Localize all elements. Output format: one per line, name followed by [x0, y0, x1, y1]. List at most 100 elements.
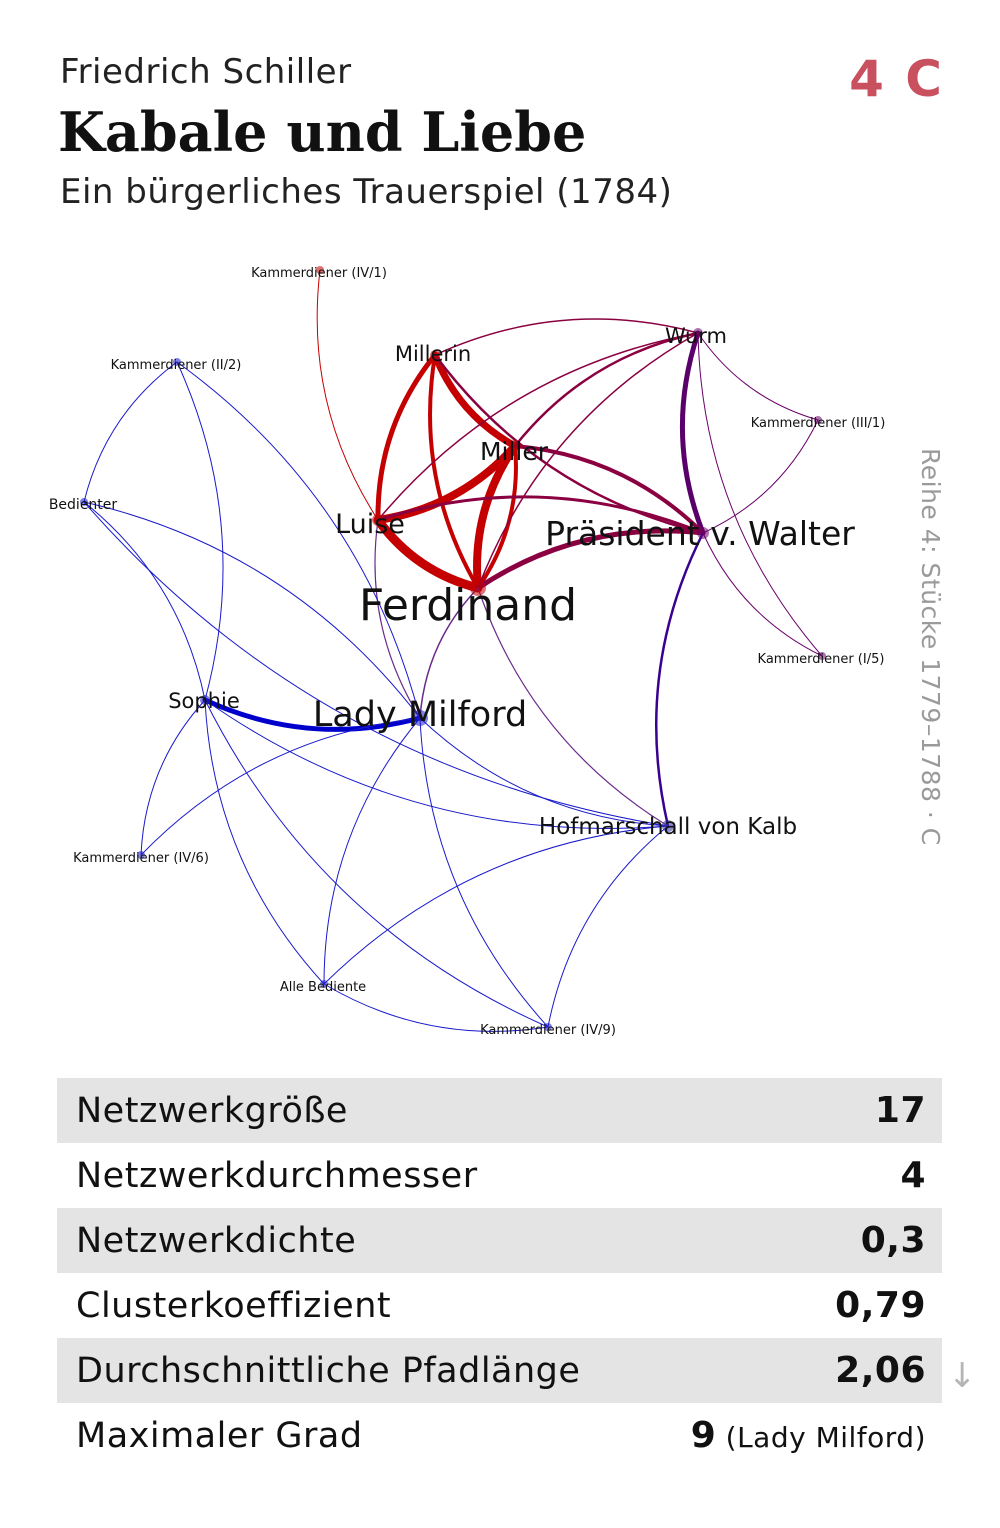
node-k_iv9 — [544, 1023, 552, 1031]
stat-extra: (Lady Milford) — [716, 1421, 926, 1454]
node-label-sophie: Sophie — [168, 689, 240, 713]
node-miller — [509, 440, 521, 452]
edge-luise-milford — [374, 519, 421, 719]
play-title: Kabale und Liebe — [58, 100, 587, 164]
edge-praesident-k_i5 — [702, 532, 823, 657]
edge-praesident-miller — [513, 444, 705, 535]
node-label-k_i5: Kammerdiener (I/5) — [758, 652, 885, 667]
edge-sophie-milford — [202, 697, 423, 732]
edge-wurm-millerin — [434, 318, 699, 356]
node-label-alle: Alle Bediente — [280, 980, 366, 995]
edge-milford-alle — [323, 717, 421, 985]
stat-label: Netzwerkdurchmesser — [76, 1155, 478, 1196]
stat-value: 17 — [874, 1090, 926, 1131]
stat-value: 0,3 — [860, 1220, 926, 1261]
edge-k_ii2-bedienter — [83, 361, 178, 503]
edge-sophie-k_ii2 — [176, 361, 224, 701]
node-wurm — [693, 328, 703, 338]
edge-sophie-k_iv6 — [140, 699, 206, 856]
node-kalb — [662, 820, 674, 832]
node-alle — [320, 980, 328, 988]
node-luise — [372, 514, 384, 526]
arrow-down-icon[interactable]: ↓ — [948, 1356, 977, 1396]
play-subtitle: Ein bürgerliches Trauerspiel (1784) — [60, 172, 673, 212]
node-label-ferdinand: Ferdinand — [359, 580, 577, 631]
edge-wurm-miller — [513, 331, 700, 448]
stat-value: 2,06 — [835, 1350, 926, 1391]
stat-label: Netzwerkdichte — [76, 1220, 357, 1261]
edge-sophie-kalb — [204, 699, 669, 829]
network-labels: Ferdinand Luise Miller Millerin Präsident v.… — [49, 266, 885, 1038]
edge-kalb-alle — [323, 825, 669, 985]
edge-ferdinand-milford — [419, 587, 479, 719]
node-label-praesident: Präsident v. Walter — [545, 514, 855, 553]
edge-millerin-luise — [375, 352, 438, 523]
edge-bedienter-kalb — [83, 501, 669, 827]
edge-millerin-praesident — [433, 353, 705, 535]
node-label-wurm: Wurm — [665, 324, 727, 348]
edge-milford-k_iv9 — [419, 717, 549, 1028]
edge-millerin-ferdinand — [428, 353, 480, 590]
edge-ferdinand-kalb — [477, 587, 669, 827]
edge-wurm-k_i5 — [697, 332, 823, 657]
edge-wurm-luise — [377, 332, 699, 521]
node-label-k_iv9: Kammerdiener (IV/9) — [480, 1023, 616, 1038]
network-edges — [83, 269, 823, 1032]
edge-wurm-k_iii1 — [697, 332, 819, 421]
edge-praesident-luise — [376, 495, 705, 535]
node-label-kalb: Hofmarschall von Kalb — [539, 814, 797, 840]
edge-k_iv1-luise — [316, 269, 379, 521]
edge-kalb-k_iv9 — [547, 825, 669, 1028]
node-k_iii1 — [814, 416, 822, 424]
edge-luise-ferdinand — [373, 515, 483, 593]
stat-label: Maximaler Grad — [76, 1415, 363, 1456]
edge-wurm-praesident — [679, 330, 706, 536]
node-label-k_iii1: Kammerdiener (III/1) — [751, 416, 886, 431]
edge-milford-bedienter — [83, 501, 421, 719]
network-nodes — [80, 266, 826, 1031]
stat-row: Netzwerkdurchmesser 4 — [57, 1143, 942, 1208]
node-label-miller: Miller — [480, 437, 549, 466]
stats-table: Netzwerkgröße 17 Netzwerkdurchmesser 4 Netzw… — [57, 1078, 942, 1468]
network-graph: Ferdinand Luise Miller Millerin Präsident v.… — [49, 266, 885, 1038]
stat-row: Maximaler Grad 9 (Lady Milford) — [57, 1403, 942, 1468]
author: Friedrich Schiller — [60, 52, 352, 92]
node-label-millerin: Millerin — [395, 342, 471, 366]
node-k_iv1 — [316, 266, 324, 274]
stat-value: 4 — [900, 1155, 926, 1196]
series-side-label: Reihe 4: Stücke 1779–1788 · C — [916, 448, 945, 846]
node-label-milford: Lady Milford — [313, 695, 527, 735]
edge-milford-k_iv6 — [140, 717, 421, 856]
stat-value: 0,79 — [835, 1285, 926, 1326]
node-k_i5 — [818, 652, 826, 660]
stat-value: 9 (Lady Milford) — [690, 1415, 926, 1456]
node-label-k_iv6: Kammerdiener (IV/6) — [73, 851, 209, 866]
edge-praesident-k_iii1 — [702, 419, 819, 534]
stat-row: Clusterkoeffizient 0,79 — [57, 1273, 942, 1338]
series-code: 4 C — [849, 50, 944, 108]
edge-sophie-k_iv9 — [204, 699, 549, 1028]
stat-label: Clusterkoeffizient — [76, 1285, 392, 1326]
node-praesident — [697, 527, 709, 539]
edge-millerin-miller — [431, 351, 519, 450]
node-label-k_iv1: Kammerdiener (IV/1) — [251, 266, 387, 281]
edge-alle-k_iv9 — [323, 983, 549, 1032]
node-milford — [412, 710, 428, 726]
edge-miller-ferdinand — [473, 442, 519, 592]
node-millerin — [430, 350, 440, 360]
edge-milford-kalb — [419, 717, 669, 827]
stat-label: Durchschnittliche Pfadlänge — [76, 1350, 581, 1391]
stat-row: Netzwerkgröße 17 — [57, 1078, 942, 1143]
edge-praesident-ferdinand — [475, 528, 706, 591]
node-label-luise: Luise — [335, 509, 405, 540]
node-label-k_ii2: Kammerdiener (II/2) — [111, 358, 242, 373]
node-bedienter — [80, 498, 88, 506]
node-sophie — [200, 695, 210, 705]
node-k_iv6 — [137, 851, 145, 859]
edge-wurm-ferdinand — [477, 332, 699, 589]
node-ferdinand — [470, 580, 486, 596]
stat-row: Netzwerkdichte 0,3 — [57, 1208, 942, 1273]
edge-praesident-kalb — [654, 531, 705, 828]
edge-sophie-alle — [204, 699, 325, 985]
edge-milford-k_ii2 — [176, 361, 421, 719]
